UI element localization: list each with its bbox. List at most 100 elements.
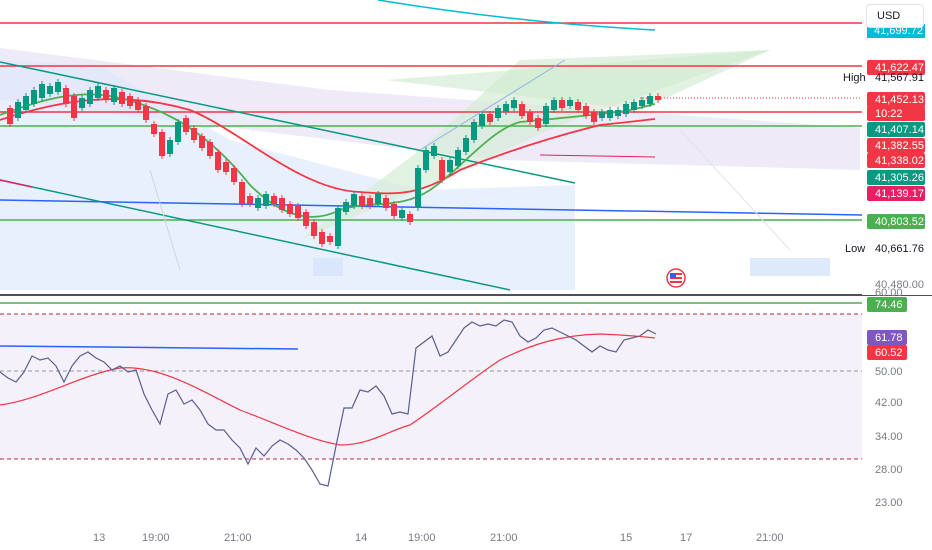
channel-lower[interactable]	[0, 179, 511, 291]
candle-body[interactable]	[71, 96, 77, 118]
candle-body[interactable]	[623, 104, 629, 114]
candle-body[interactable]	[351, 194, 357, 206]
candle-body[interactable]	[303, 212, 309, 226]
candle-body[interactable]	[143, 106, 149, 120]
candle-body[interactable]	[63, 88, 69, 104]
candle-body[interactable]	[503, 104, 509, 112]
time-axis[interactable]: 13 19:00 21:00 14 19:00 21:00 15 17 21:00	[0, 524, 932, 550]
candle-body[interactable]	[255, 198, 261, 208]
rsi-ma-line[interactable]	[0, 333, 656, 446]
low-value: 40,661.76	[875, 243, 924, 255]
candle-body[interactable]	[559, 100, 565, 108]
candle-body[interactable]	[591, 112, 597, 122]
candle-body[interactable]	[215, 152, 221, 170]
candle-body[interactable]	[183, 118, 189, 132]
candle-body[interactable]	[95, 86, 101, 98]
currency-button[interactable]: USD	[866, 4, 924, 28]
candle-body[interactable]	[639, 100, 645, 106]
candle-body[interactable]	[151, 124, 157, 134]
candle-body[interactable]	[335, 208, 341, 246]
candle-body[interactable]	[455, 150, 461, 166]
candle-body[interactable]	[247, 196, 253, 204]
candle-body[interactable]	[55, 82, 61, 92]
candle-body[interactable]	[375, 194, 381, 204]
candle-body[interactable]	[207, 142, 213, 156]
candle-body[interactable]	[463, 138, 469, 152]
candle-body[interactable]	[543, 106, 549, 124]
candle-body[interactable]	[175, 122, 181, 142]
candles[interactable]	[7, 79, 661, 249]
candle-body[interactable]	[471, 122, 477, 140]
price-axis[interactable]: 41,699.72 41,622.47 41,452.13 10:22 41,407.…	[843, 0, 932, 295]
candle-body[interactable]	[127, 96, 133, 106]
candle-body[interactable]	[655, 96, 661, 100]
curve-teal-top[interactable]	[377, 0, 656, 31]
candle-body[interactable]	[327, 236, 333, 242]
candle-body[interactable]	[23, 96, 29, 110]
candle-body[interactable]	[575, 102, 581, 110]
candle-body[interactable]	[527, 112, 533, 122]
candle-body[interactable]	[295, 206, 301, 218]
candle-body[interactable]	[191, 128, 197, 140]
candle-body[interactable]	[615, 110, 621, 116]
candle-body[interactable]	[551, 100, 557, 110]
fib-diagonal[interactable]	[419, 59, 566, 151]
candle-body[interactable]	[223, 162, 229, 172]
candle-body[interactable]	[607, 110, 613, 118]
candle-body[interactable]	[79, 98, 85, 108]
candle-body[interactable]	[415, 168, 421, 208]
candle-body[interactable]	[383, 198, 389, 208]
candle-body[interactable]	[423, 150, 429, 170]
candle-body[interactable]	[487, 114, 493, 122]
candle-body[interactable]	[31, 90, 37, 104]
candle-body[interactable]	[399, 210, 405, 218]
candle-body[interactable]	[39, 84, 45, 98]
candle-body[interactable]	[535, 118, 541, 128]
candle-body[interactable]	[263, 194, 269, 206]
rsi-trend-blue[interactable]	[0, 345, 299, 350]
candle-body[interactable]	[271, 196, 277, 204]
candle-body[interactable]	[567, 100, 573, 106]
price-pane[interactable]	[0, 0, 863, 291]
candle-body[interactable]	[167, 140, 173, 154]
candle-body[interactable]	[495, 108, 501, 118]
candle-body[interactable]	[631, 102, 637, 110]
candle-body[interactable]	[279, 198, 285, 210]
trend-blue[interactable]	[0, 199, 863, 216]
candle-body[interactable]	[87, 90, 93, 104]
candle-body[interactable]	[47, 86, 53, 94]
candle-body[interactable]	[431, 146, 437, 156]
candle-body[interactable]	[359, 196, 365, 206]
candle-body[interactable]	[599, 112, 605, 118]
candle-body[interactable]	[343, 202, 349, 212]
candle-body[interactable]	[135, 100, 141, 110]
candle-body[interactable]	[7, 108, 13, 124]
candle-body[interactable]	[287, 204, 293, 214]
rsi-axis[interactable]: 60.00 74.46 61.78 60.52 50.00 42.00 34.00 28.…	[862, 287, 932, 524]
candle-body[interactable]	[319, 232, 325, 244]
rsi-line[interactable]	[0, 319, 657, 487]
candle-body[interactable]	[231, 168, 237, 182]
candle-body[interactable]	[311, 222, 317, 236]
candle-body[interactable]	[159, 132, 165, 156]
candle-body[interactable]	[439, 160, 445, 180]
candle-body[interactable]	[199, 136, 205, 148]
candle-body[interactable]	[391, 204, 397, 216]
candle-body[interactable]	[519, 104, 525, 116]
candle-body[interactable]	[103, 90, 109, 100]
trend-pink-mini[interactable]	[0, 179, 33, 188]
candle-body[interactable]	[15, 102, 21, 118]
candle-body[interactable]	[447, 160, 453, 172]
candle-body[interactable]	[583, 106, 589, 116]
candle-body[interactable]	[479, 114, 485, 126]
candle-body[interactable]	[511, 100, 517, 108]
candle-body[interactable]	[407, 214, 413, 222]
candle-body[interactable]	[367, 198, 373, 206]
candle-body[interactable]	[119, 92, 125, 104]
candle-body[interactable]	[647, 96, 653, 104]
rsi-pane[interactable]	[0, 302, 862, 487]
candle-body[interactable]	[111, 88, 117, 102]
us-flag-icon[interactable]	[666, 268, 686, 288]
candle-body[interactable]	[239, 182, 245, 204]
